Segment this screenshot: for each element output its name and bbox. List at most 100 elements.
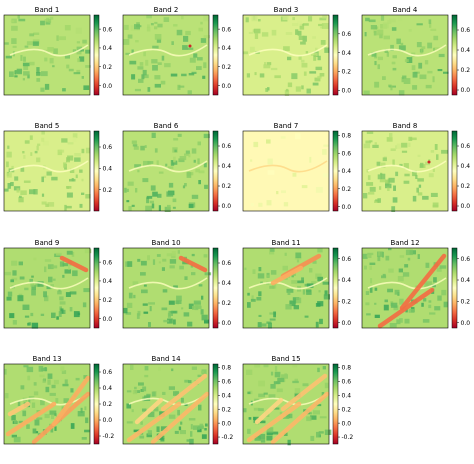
heatmap-texture <box>266 200 272 206</box>
heatmap-texture <box>7 183 11 189</box>
heatmap-texture <box>441 149 448 154</box>
heatmap-texture <box>258 267 262 272</box>
stripe-feature <box>270 391 330 445</box>
heatmap-texture <box>388 177 395 183</box>
heatmap-texture <box>425 84 432 89</box>
heatmap-texture <box>166 191 174 197</box>
heatmap-texture <box>184 379 189 383</box>
heatmap-texture <box>126 188 129 192</box>
heatmap-texture <box>11 415 16 421</box>
river-feature <box>367 160 447 173</box>
heatmap-texture <box>373 27 378 33</box>
heatmap-texture <box>247 302 251 308</box>
heatmap-texture <box>33 257 37 261</box>
heatmap-texture <box>302 23 309 26</box>
heatmap-texture <box>160 438 165 442</box>
colorbar-tick-label: 0.2 <box>342 299 352 306</box>
band-panel-10: Band 10 0.0 0.2 0.4 0.6 <box>122 239 231 329</box>
heatmap-texture <box>167 204 171 209</box>
heatmap-texture <box>180 397 184 403</box>
heatmap-texture <box>5 55 12 59</box>
colorbar-tick-label: 0.4 <box>461 163 471 170</box>
heatmap-texture <box>150 23 154 26</box>
heatmap-texture <box>20 55 23 61</box>
heatmap-texture <box>18 197 24 203</box>
heatmap-texture <box>189 438 194 445</box>
heatmap-texture <box>192 305 195 310</box>
heatmap-texture <box>6 161 9 168</box>
heatmap-texture <box>416 187 419 193</box>
heatmap-texture <box>31 402 36 408</box>
heatmap-texture <box>50 428 54 433</box>
heatmap-texture <box>392 67 397 71</box>
heatmap-texture <box>10 279 14 283</box>
heatmap-texture <box>322 281 329 285</box>
heatmap-texture <box>281 190 286 194</box>
heatmap-texture <box>173 24 178 27</box>
heatmap-texture <box>323 294 330 300</box>
heatmap-texture <box>382 22 389 29</box>
heatmap-texture <box>126 200 130 203</box>
heatmap-texture <box>247 391 251 395</box>
band-panel-7: Band 7 0.0 0.2 0.4 0.6 0.8 <box>242 122 351 212</box>
heatmap-texture <box>81 178 84 182</box>
band-panel-2: Band 2 0.0 0.2 0.4 0.6 <box>122 6 232 96</box>
heatmap-texture <box>401 150 408 153</box>
heatmap-texture <box>64 204 67 211</box>
heatmap-texture <box>266 274 270 278</box>
heatmap-texture <box>283 202 289 207</box>
heatmap-texture <box>147 255 150 261</box>
colorbar <box>451 247 458 329</box>
colorbar-tick-label: 0.4 <box>222 45 232 52</box>
colorbar-tick-label: 0.4 <box>103 45 113 52</box>
heatmap-texture <box>187 47 194 50</box>
heatmap-texture <box>423 298 427 302</box>
heatmap-texture <box>383 35 390 40</box>
heatmap-texture <box>412 195 417 202</box>
colorbar-tick-label: 0.0 <box>222 83 232 90</box>
colorbar-tick-label: 0.0 <box>461 87 471 94</box>
heatmap-texture <box>403 163 409 169</box>
heatmap-texture <box>152 45 159 49</box>
heatmap-texture <box>180 421 183 425</box>
heatmap-texture <box>9 313 15 319</box>
heatmap-texture <box>379 33 383 39</box>
heatmap-texture <box>259 433 266 440</box>
heatmap-texture <box>33 391 39 396</box>
heatmap-texture <box>68 264 71 270</box>
heatmap-texture <box>438 53 445 58</box>
heatmap-texture <box>415 174 418 179</box>
heatmap-texture <box>197 374 202 377</box>
colorbar <box>332 130 339 212</box>
heatmap-texture <box>32 428 37 434</box>
river-feature <box>248 44 328 57</box>
heatmap-texture <box>5 393 9 399</box>
heatmap-texture <box>143 51 146 57</box>
river-feature <box>9 160 89 173</box>
colorbar-tick-label: 0.2 <box>342 406 352 413</box>
heatmap-texture <box>366 169 369 173</box>
heatmap-texture <box>29 278 33 283</box>
heatmap-texture <box>63 398 69 403</box>
heatmap-texture <box>12 270 17 276</box>
heatmap-texture <box>152 191 158 197</box>
heatmap-texture <box>149 161 152 167</box>
colorbar-tick-label: 0.6 <box>222 143 232 150</box>
heatmap-texture <box>43 291 47 298</box>
heatmap-texture <box>443 301 448 308</box>
heatmap-texture <box>258 291 262 297</box>
heatmap-texture <box>391 27 397 31</box>
heatmap-texture <box>204 184 208 189</box>
heatmap-texture <box>168 182 174 188</box>
heatmap-texture <box>135 40 139 43</box>
heatmap-texture <box>146 26 151 32</box>
heatmap-texture <box>182 45 188 50</box>
heatmap-texture <box>312 82 319 86</box>
heatmap-texture <box>163 17 170 22</box>
heatmap-texture <box>75 27 82 34</box>
heatmap-texture <box>201 295 204 300</box>
heatmap-texture <box>56 316 59 320</box>
heatmap-texture <box>299 23 305 30</box>
heatmap-texture <box>64 55 70 59</box>
